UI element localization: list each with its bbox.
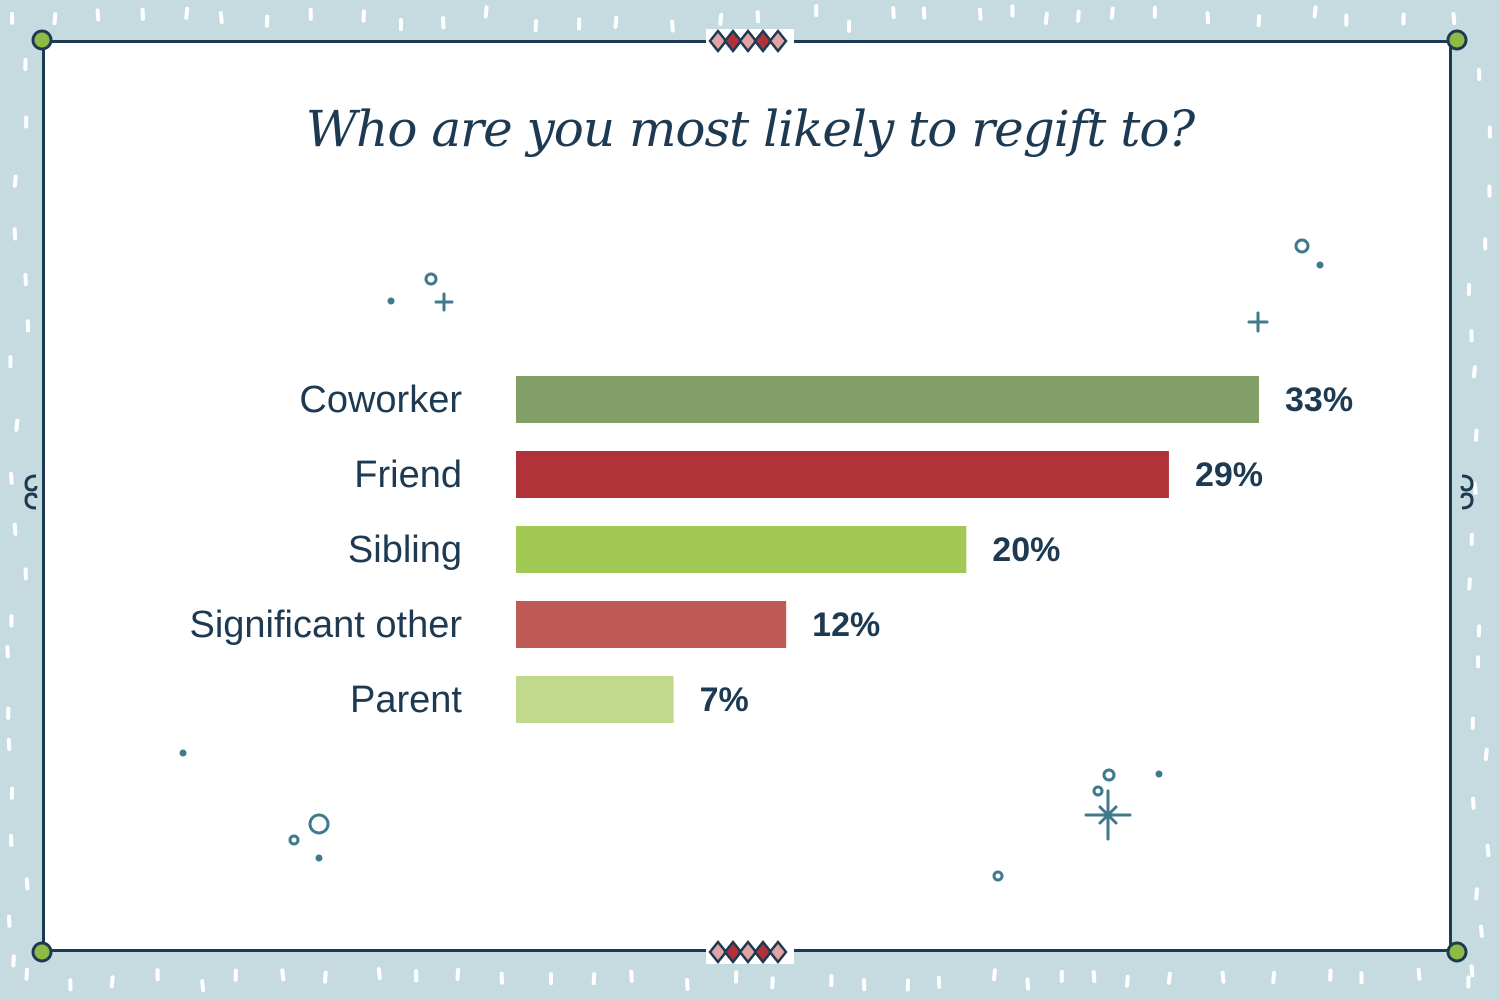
snow-dash — [95, 8, 101, 22]
snow-dash — [12, 522, 18, 536]
snow-dash — [992, 968, 997, 982]
snow-dash — [12, 174, 18, 188]
snow-dash — [12, 227, 18, 241]
snow-dash — [1485, 843, 1491, 857]
snow-dash — [1220, 970, 1226, 984]
snow-dash — [1043, 11, 1049, 25]
category-label: Significant other — [190, 604, 463, 646]
snow-dash — [1469, 964, 1475, 978]
snow-dash — [455, 967, 461, 981]
snow-dash — [200, 979, 206, 993]
snow-dash — [629, 969, 634, 983]
snow-dash — [280, 968, 286, 982]
snow-dash — [218, 11, 224, 25]
snow-dash — [1472, 481, 1478, 495]
snow-dash — [323, 970, 328, 984]
value-label: 29% — [1195, 456, 1263, 494]
snow-dash — [718, 12, 724, 26]
snow-dash — [24, 967, 29, 981]
value-label: 20% — [992, 531, 1060, 569]
bar-sibling — [516, 526, 967, 573]
bar-parent — [516, 676, 674, 723]
snow-dash — [1451, 11, 1457, 25]
snow-dash — [24, 877, 30, 891]
snow-dash — [483, 5, 489, 19]
snow-dash — [670, 19, 675, 33]
snow-dash — [1473, 428, 1479, 442]
snow-dash — [52, 12, 58, 26]
bar-significant-other — [516, 601, 787, 648]
snow-dash — [14, 418, 20, 432]
snow-dash — [1271, 971, 1277, 985]
snow-dash — [1091, 970, 1097, 984]
bar-friend — [516, 451, 1169, 498]
snow-dash — [1166, 971, 1172, 985]
snow-dash — [184, 6, 190, 20]
snow-dash — [977, 7, 983, 21]
snow-dash — [1474, 887, 1480, 901]
snow-dash — [1076, 9, 1081, 23]
category-label: Friend — [354, 454, 462, 496]
snow-dash — [109, 975, 115, 989]
snow-dash — [1483, 747, 1489, 761]
snow-dash — [1109, 6, 1115, 20]
value-label: 12% — [812, 606, 880, 644]
category-label: Sibling — [348, 529, 462, 571]
snow-dash — [1025, 977, 1031, 991]
snow-dash — [613, 15, 619, 29]
snow-dash — [1312, 5, 1318, 19]
snow-dash — [376, 967, 382, 981]
category-label: Parent — [350, 679, 462, 721]
snow-dash — [1471, 365, 1477, 379]
snow-dash — [1124, 974, 1130, 988]
value-label: 7% — [700, 681, 749, 719]
snow-dash — [1467, 577, 1472, 591]
category-label: Coworker — [299, 379, 462, 421]
snow-dash — [1416, 967, 1422, 981]
chart-title: Who are you most likely to regift to? — [305, 100, 1195, 158]
value-label: 33% — [1285, 381, 1353, 419]
snow-dash — [891, 6, 896, 20]
snow-dash — [1478, 924, 1484, 938]
bar-coworker — [516, 376, 1259, 423]
